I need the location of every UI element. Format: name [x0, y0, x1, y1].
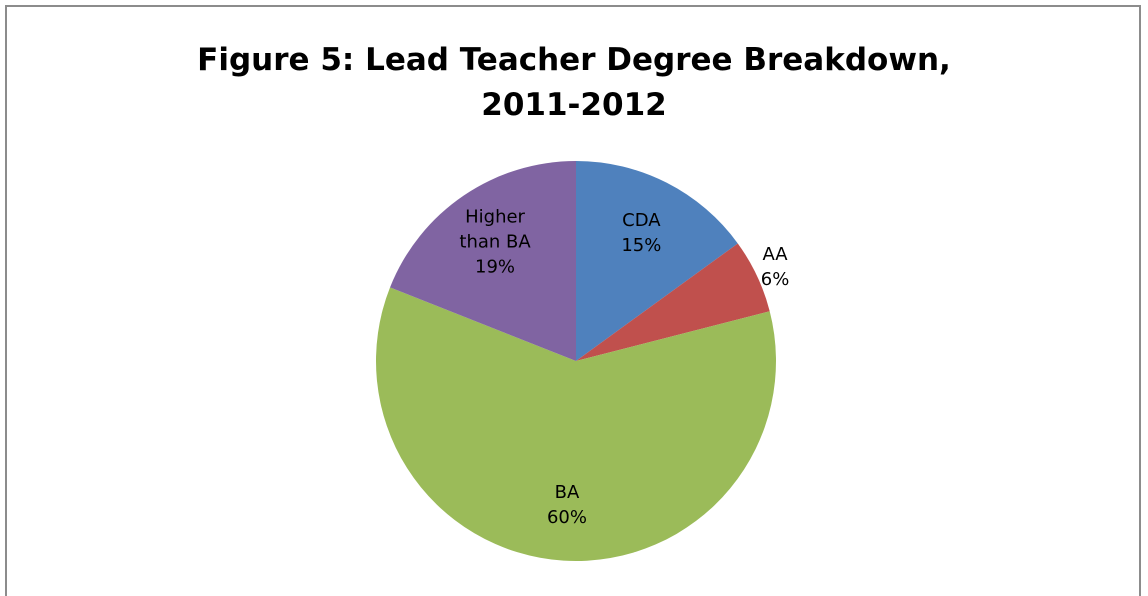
slice-label: AA 6% [761, 242, 790, 292]
slice-label: Higher than BA 19% [454, 204, 536, 279]
value-label: 60% [546, 506, 587, 528]
pie-slice [376, 287, 776, 562]
category-label: AA [762, 244, 788, 266]
category-label: BA [554, 481, 580, 503]
slice-label: BA 60% [547, 480, 587, 530]
chart-title: Figure 5: Lead Teacher Degree Breakdown,… [0, 38, 1148, 128]
value-label: 19% [475, 256, 516, 278]
value-label: 6% [760, 269, 790, 291]
value-label: 15% [621, 234, 662, 256]
pie-slice [576, 243, 770, 361]
category-label: CDA [622, 209, 661, 231]
slice-label: CDA 15% [621, 208, 661, 258]
pie-slice [576, 161, 738, 361]
chart-frame [5, 5, 1141, 596]
title-line: Figure 5: Lead Teacher Degree Breakdown, [197, 42, 951, 78]
category-label: Higher than BA [459, 206, 531, 253]
title-line: 2011-2012 [481, 87, 667, 123]
pie-slice [390, 161, 576, 361]
